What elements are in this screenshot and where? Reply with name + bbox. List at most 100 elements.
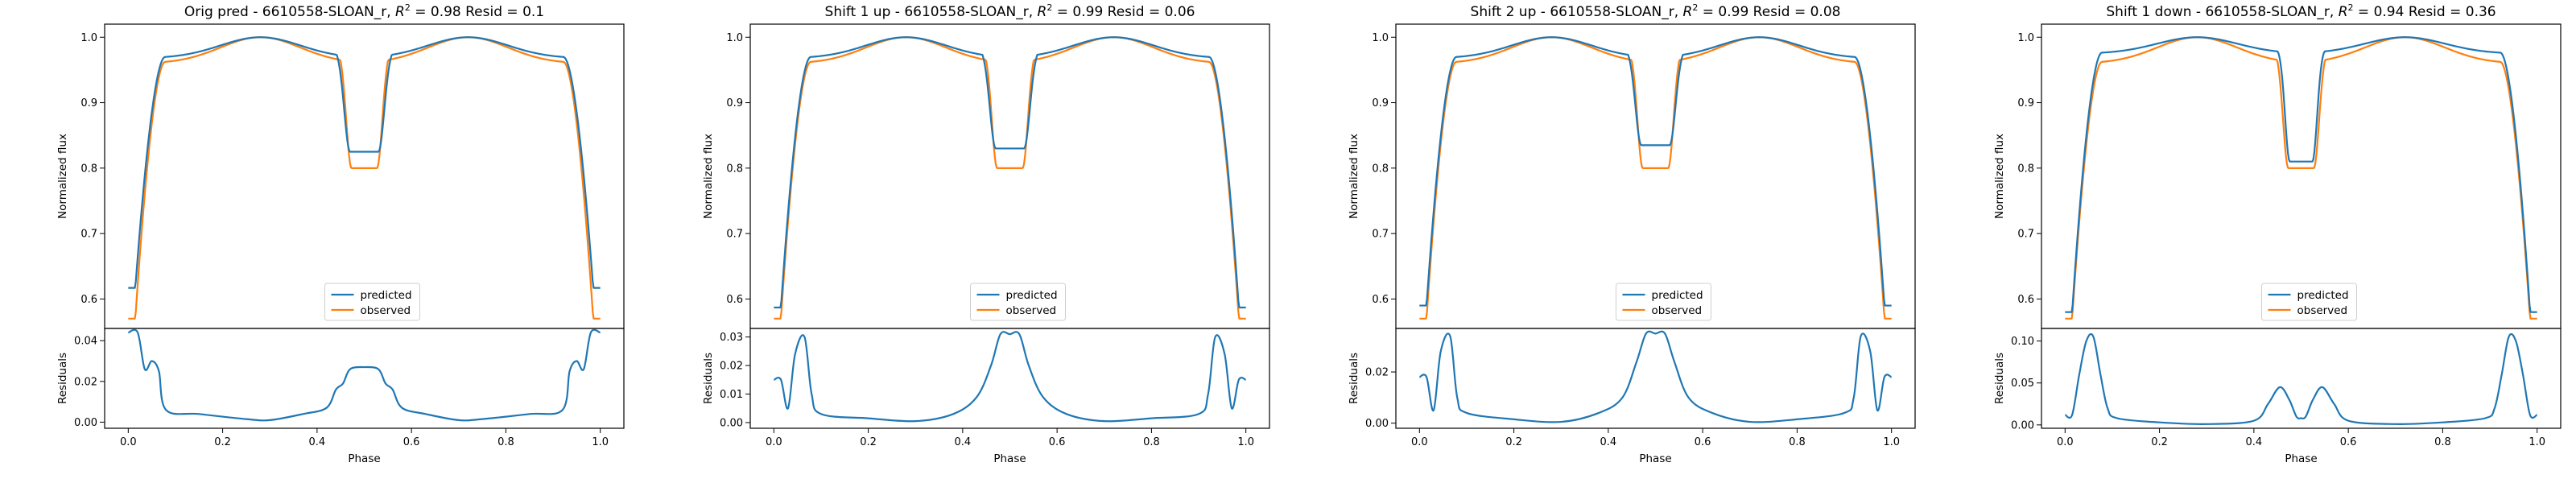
residuals-y-tick-label: 0.03 <box>720 332 743 344</box>
residuals-y-tick-label: 0.00 <box>74 417 97 429</box>
title-r2-exp: 2 <box>2348 2 2354 13</box>
residuals-y-axis-label: Residuals <box>56 353 69 404</box>
x-tick-label: 0.6 <box>1695 436 1711 448</box>
chart-title: Orig pred - 6610558-SLOAN_r, R2 = 0.98 R… <box>184 2 544 20</box>
x-tick-label: 0.2 <box>1505 436 1522 448</box>
chart-panel-3: Shift 2 up - 6610558-SLOAN_r, R2 = 0.99 … <box>1348 2 1916 465</box>
legend-label-observed: observed <box>1652 304 1703 317</box>
title-r2: R <box>2339 4 2348 20</box>
x-tick-label: 0.0 <box>766 436 782 448</box>
legend-label-observed: observed <box>1006 304 1057 317</box>
x-tick-label: 0.2 <box>2151 436 2168 448</box>
flux-y-axis-label: Normalized flux <box>1993 134 2006 219</box>
legend-label-predicted: predicted <box>2297 289 2349 302</box>
predicted-flux-line <box>774 36 1246 309</box>
legend: predicted observed <box>970 283 1066 321</box>
residuals-y-axis-label: Residuals <box>1993 353 2006 404</box>
residuals-axes-frame <box>749 328 1270 429</box>
title-r2-exp: 2 <box>405 2 411 13</box>
x-tick-label: 0.0 <box>1411 436 1428 448</box>
title-r2: R <box>395 4 405 20</box>
flux-axes-frame <box>2041 23 2562 329</box>
flux-axes-frame <box>749 23 1270 329</box>
legend-label-observed: observed <box>2297 304 2348 317</box>
flux-y-axis-label: Normalized flux <box>702 134 715 219</box>
legend-box <box>2261 283 2357 321</box>
x-tick-label: 0.8 <box>2434 436 2451 448</box>
title-r2: R <box>1683 4 1693 20</box>
flux-y-tick-label: 0.8 <box>726 163 743 175</box>
predicted-flux-line <box>2065 36 2537 313</box>
x-tick-label: 0.8 <box>497 436 514 448</box>
flux-y-tick-label: 0.9 <box>2017 97 2034 109</box>
flux-y-tick-label: 1.0 <box>726 32 743 44</box>
x-tick-label: 0.4 <box>955 436 972 448</box>
flux-axes-frame <box>1395 23 1916 329</box>
flux-y-tick-label: 1.0 <box>2017 32 2034 44</box>
x-tick-label: 0.0 <box>2057 436 2074 448</box>
flux-y-tick-label: 1.0 <box>1372 32 1389 44</box>
residuals-y-tick-label: 0.02 <box>74 376 97 388</box>
flux-y-tick-label: 0.9 <box>1372 97 1389 109</box>
title-r2-exp: 2 <box>1046 2 1052 13</box>
legend: predicted observed <box>324 283 420 321</box>
flux-y-tick-label: 1.0 <box>80 32 97 44</box>
legend-label-observed: observed <box>361 304 411 317</box>
flux-y-tick-label: 0.6 <box>726 294 743 306</box>
x-tick-label: 1.0 <box>2529 436 2545 448</box>
residuals-y-axis-label: Residuals <box>702 353 715 404</box>
x-tick-label: 0.4 <box>1600 436 1617 448</box>
residuals-line <box>773 331 1247 423</box>
predicted-flux-line <box>128 36 601 289</box>
residuals-axes-frame <box>1395 328 1916 429</box>
residuals-y-tick-label: 0.02 <box>720 361 743 373</box>
residuals-y-tick-label: 0.05 <box>2011 378 2034 390</box>
residuals-axes-frame <box>104 328 625 429</box>
flux-y-tick-label: 0.9 <box>80 97 97 109</box>
observed-flux-line <box>1419 36 1892 320</box>
title-suffix: = 0.98 Resid = 0.1 <box>411 4 544 20</box>
flux-y-tick-label: 0.6 <box>80 294 97 306</box>
title-prefix: Orig pred - 6610558-SLOAN_r, <box>184 4 395 20</box>
observed-flux-line <box>2065 36 2537 320</box>
residuals-y-tick-label: 0.02 <box>1365 367 1389 379</box>
legend-box <box>1616 283 1711 321</box>
x-tick-label: 0.8 <box>1143 436 1160 448</box>
flux-y-tick-label: 0.8 <box>1372 163 1389 175</box>
flux-y-tick-label: 0.6 <box>2017 294 2034 306</box>
x-tick-label: 1.0 <box>592 436 609 448</box>
flux-y-tick-label: 0.8 <box>80 163 97 175</box>
title-suffix: = 0.94 Resid = 0.36 <box>2354 4 2496 20</box>
flux-y-tick-label: 0.7 <box>2017 229 2034 241</box>
x-tick-label: 0.8 <box>1789 436 1806 448</box>
flux-y-tick-label: 0.7 <box>726 229 743 241</box>
chart-title: Shift 2 up - 6610558-SLOAN_r, R2 = 0.99 … <box>1471 2 1841 20</box>
residuals-y-tick-label: 0.01 <box>720 389 743 401</box>
residuals-y-tick-label: 0.04 <box>74 336 97 348</box>
title-suffix: = 0.99 Resid = 0.08 <box>1698 4 1840 20</box>
residuals-line <box>2064 332 2538 425</box>
x-axis-label: Phase <box>2285 452 2317 465</box>
residuals-line <box>127 328 601 422</box>
chart-title: Shift 1 down - 6610558-SLOAN_r, R2 = 0.9… <box>2106 2 2496 20</box>
residuals-y-tick-label: 0.10 <box>2011 336 2034 348</box>
x-tick-label: 0.4 <box>309 436 326 448</box>
x-axis-label: Phase <box>1639 452 1671 465</box>
title-r2: R <box>1038 4 1047 20</box>
predicted-flux-line <box>1419 36 1892 307</box>
title-prefix: Shift 2 up - 6610558-SLOAN_r, <box>1471 4 1683 20</box>
residuals-axes-frame <box>2041 328 2562 429</box>
title-suffix: = 0.99 Resid = 0.06 <box>1052 4 1195 20</box>
x-tick-label: 0.0 <box>120 436 137 448</box>
chart-panel-1: Orig pred - 6610558-SLOAN_r, R2 = 0.98 R… <box>56 2 625 465</box>
residuals-line <box>1418 330 1893 423</box>
flux-y-tick-label: 0.9 <box>726 97 743 109</box>
x-tick-label: 0.4 <box>2246 436 2263 448</box>
legend-box <box>970 283 1066 321</box>
x-tick-label: 0.2 <box>860 436 877 448</box>
x-tick-label: 0.6 <box>403 436 420 448</box>
legend: predicted observed <box>1616 283 1711 321</box>
x-tick-label: 0.6 <box>2340 436 2357 448</box>
flux-y-tick-label: 0.7 <box>1372 229 1389 241</box>
